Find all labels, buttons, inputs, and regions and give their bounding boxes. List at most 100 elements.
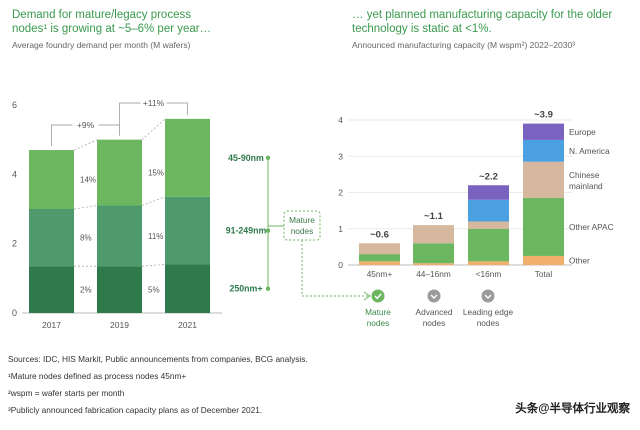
left-legend-label: 250nm+ (229, 284, 262, 294)
right-xtick-label: Total (535, 269, 553, 279)
left-xtick-label: 2017 (42, 320, 61, 330)
callout-arrowhead (363, 291, 371, 301)
chart-canvas: 0 2 4 6 2% 8% 14% 2017 5% 11% 15% 2019 2021 +9% +11% 25… (12, 97, 614, 330)
left-legend-label: 45-90nm (228, 153, 264, 163)
left-pct-label: 8% (80, 234, 92, 243)
right-ytick-label: 0 (338, 260, 343, 270)
left-bar-segment (97, 266, 142, 313)
right-bar-segment (413, 243, 454, 264)
left-bar-segment (97, 205, 142, 267)
right-bar-segment (413, 263, 454, 265)
right-xtick-label: <16nm (476, 269, 502, 279)
right-bar-segment (359, 254, 400, 262)
legend-bracket-dot (265, 155, 271, 161)
left-legend-label: 91-249nm (226, 226, 267, 236)
growth-label: +9% (77, 120, 95, 130)
right-ytick-label: 3 (338, 151, 343, 161)
left-bar-segment (165, 196, 210, 265)
legend-bracket-dot (265, 286, 271, 291)
left-ytick-label: 2 (12, 239, 17, 249)
callout-label-line1: Mature (289, 215, 315, 225)
left-pct-label: 15% (148, 169, 164, 178)
left-bar-segment (29, 150, 74, 209)
right-bar-segment (523, 197, 564, 256)
right-title-line2: technology is static at <1%. (352, 23, 492, 35)
left-connector (141, 196, 166, 206)
node-group-label-line2: nodes (367, 318, 390, 328)
right-bar-segment (468, 261, 509, 265)
right-ytick-label: 2 (338, 188, 343, 198)
left-connector (141, 118, 166, 140)
callout-label-line2: nodes (291, 226, 314, 236)
right-legend-label: Europe (569, 127, 596, 137)
growth-label-bg (72, 119, 99, 131)
right-bar-segment (359, 261, 400, 265)
footnote-wspm: ²wspm = wafer starts per month (8, 388, 125, 398)
right-total-label: ~1.1 (424, 211, 443, 222)
right-bar-segment (523, 139, 564, 162)
right-title-line1: … yet planned manufacturing capacity for… (352, 9, 613, 21)
left-ytick-label: 0 (12, 308, 17, 318)
node-group-label-line1: Leading edge (463, 307, 514, 317)
left-title-line2: nodes¹ is growing at ~5–6% per year… (12, 23, 212, 35)
right-legend-label-line1: Chinese (569, 170, 600, 180)
left-xtick-label: 2019 (110, 320, 129, 330)
check-icon (371, 289, 385, 303)
right-bar-segment (523, 161, 564, 198)
left-ytick-label: 4 (12, 169, 17, 179)
left-bar-segment (165, 264, 210, 313)
left-bar-segment (165, 118, 210, 197)
right-bar-segment (468, 228, 509, 262)
right-bar-segment (413, 225, 454, 244)
left-pct-label: 14% (80, 176, 96, 185)
right-xtick-label: 45nm+ (367, 269, 393, 279)
node-group-label-line2: nodes (477, 318, 500, 328)
right-xtick-label: 44–16nm (416, 269, 451, 279)
node-group-label-line1: Mature (365, 307, 391, 317)
right-total-label: ~0.6 (370, 229, 389, 240)
left-bar-segment (97, 139, 142, 206)
footnote-sources: Sources: IDC, HIS Markit, Public announc… (8, 354, 308, 364)
left-title: Demand for mature/legacy process nodes¹ … (12, 8, 211, 36)
right-bar-segment (468, 221, 509, 229)
node-group-label-line2: nodes (423, 318, 446, 328)
left-bar-segment (29, 209, 74, 267)
left-pct-label: 2% (80, 286, 92, 295)
node-group-label-line1: Advanced (416, 307, 453, 317)
chevron-down-icon-mark (430, 294, 438, 299)
right-bar-segment (468, 199, 509, 222)
growth-label: +11% (143, 98, 165, 108)
footnote-mature: ¹Mature nodes defined as process nodes 4… (8, 371, 187, 381)
left-pct-label: 5% (148, 286, 160, 295)
footnote-plans: ³Publicly announced fabrication capacity… (8, 405, 263, 415)
right-bar-segment (359, 243, 400, 255)
chevron-down-icon (481, 289, 495, 303)
left-ytick-label: 6 (12, 100, 17, 110)
right-bar-segment (468, 185, 509, 200)
legend-bracket-dot (265, 228, 271, 233)
left-title-line1: Demand for mature/legacy process (12, 9, 191, 21)
watermark: 头条@半导体行业观察 (515, 403, 630, 415)
check-icon-mark (374, 293, 382, 300)
right-legend-label: Other (569, 255, 590, 265)
left-bar-segment (29, 266, 74, 313)
growth-label-bg (140, 97, 167, 109)
left-connector (141, 264, 166, 267)
callout-leader (301, 240, 368, 297)
right-total-label: ~3.9 (534, 110, 553, 121)
left-xtick-label: 2021 (178, 320, 197, 330)
chevron-down-icon-mark (484, 294, 492, 299)
right-legend-label: N. America (569, 146, 610, 156)
right-bar-segment (523, 123, 564, 140)
left-connector (73, 205, 98, 210)
right-total-label: ~2.2 (479, 171, 498, 182)
right-title: … yet planned manufacturing capacity for… (352, 8, 612, 36)
right-ytick-label: 4 (338, 115, 343, 125)
chevron-down-icon (427, 289, 441, 303)
left-connector (73, 139, 98, 151)
right-legend-label-line2: mainland (569, 181, 603, 191)
right-legend-label: Other APAC (569, 222, 614, 232)
left-pct-label: 11% (148, 232, 163, 241)
right-ytick-label: 1 (338, 224, 343, 234)
